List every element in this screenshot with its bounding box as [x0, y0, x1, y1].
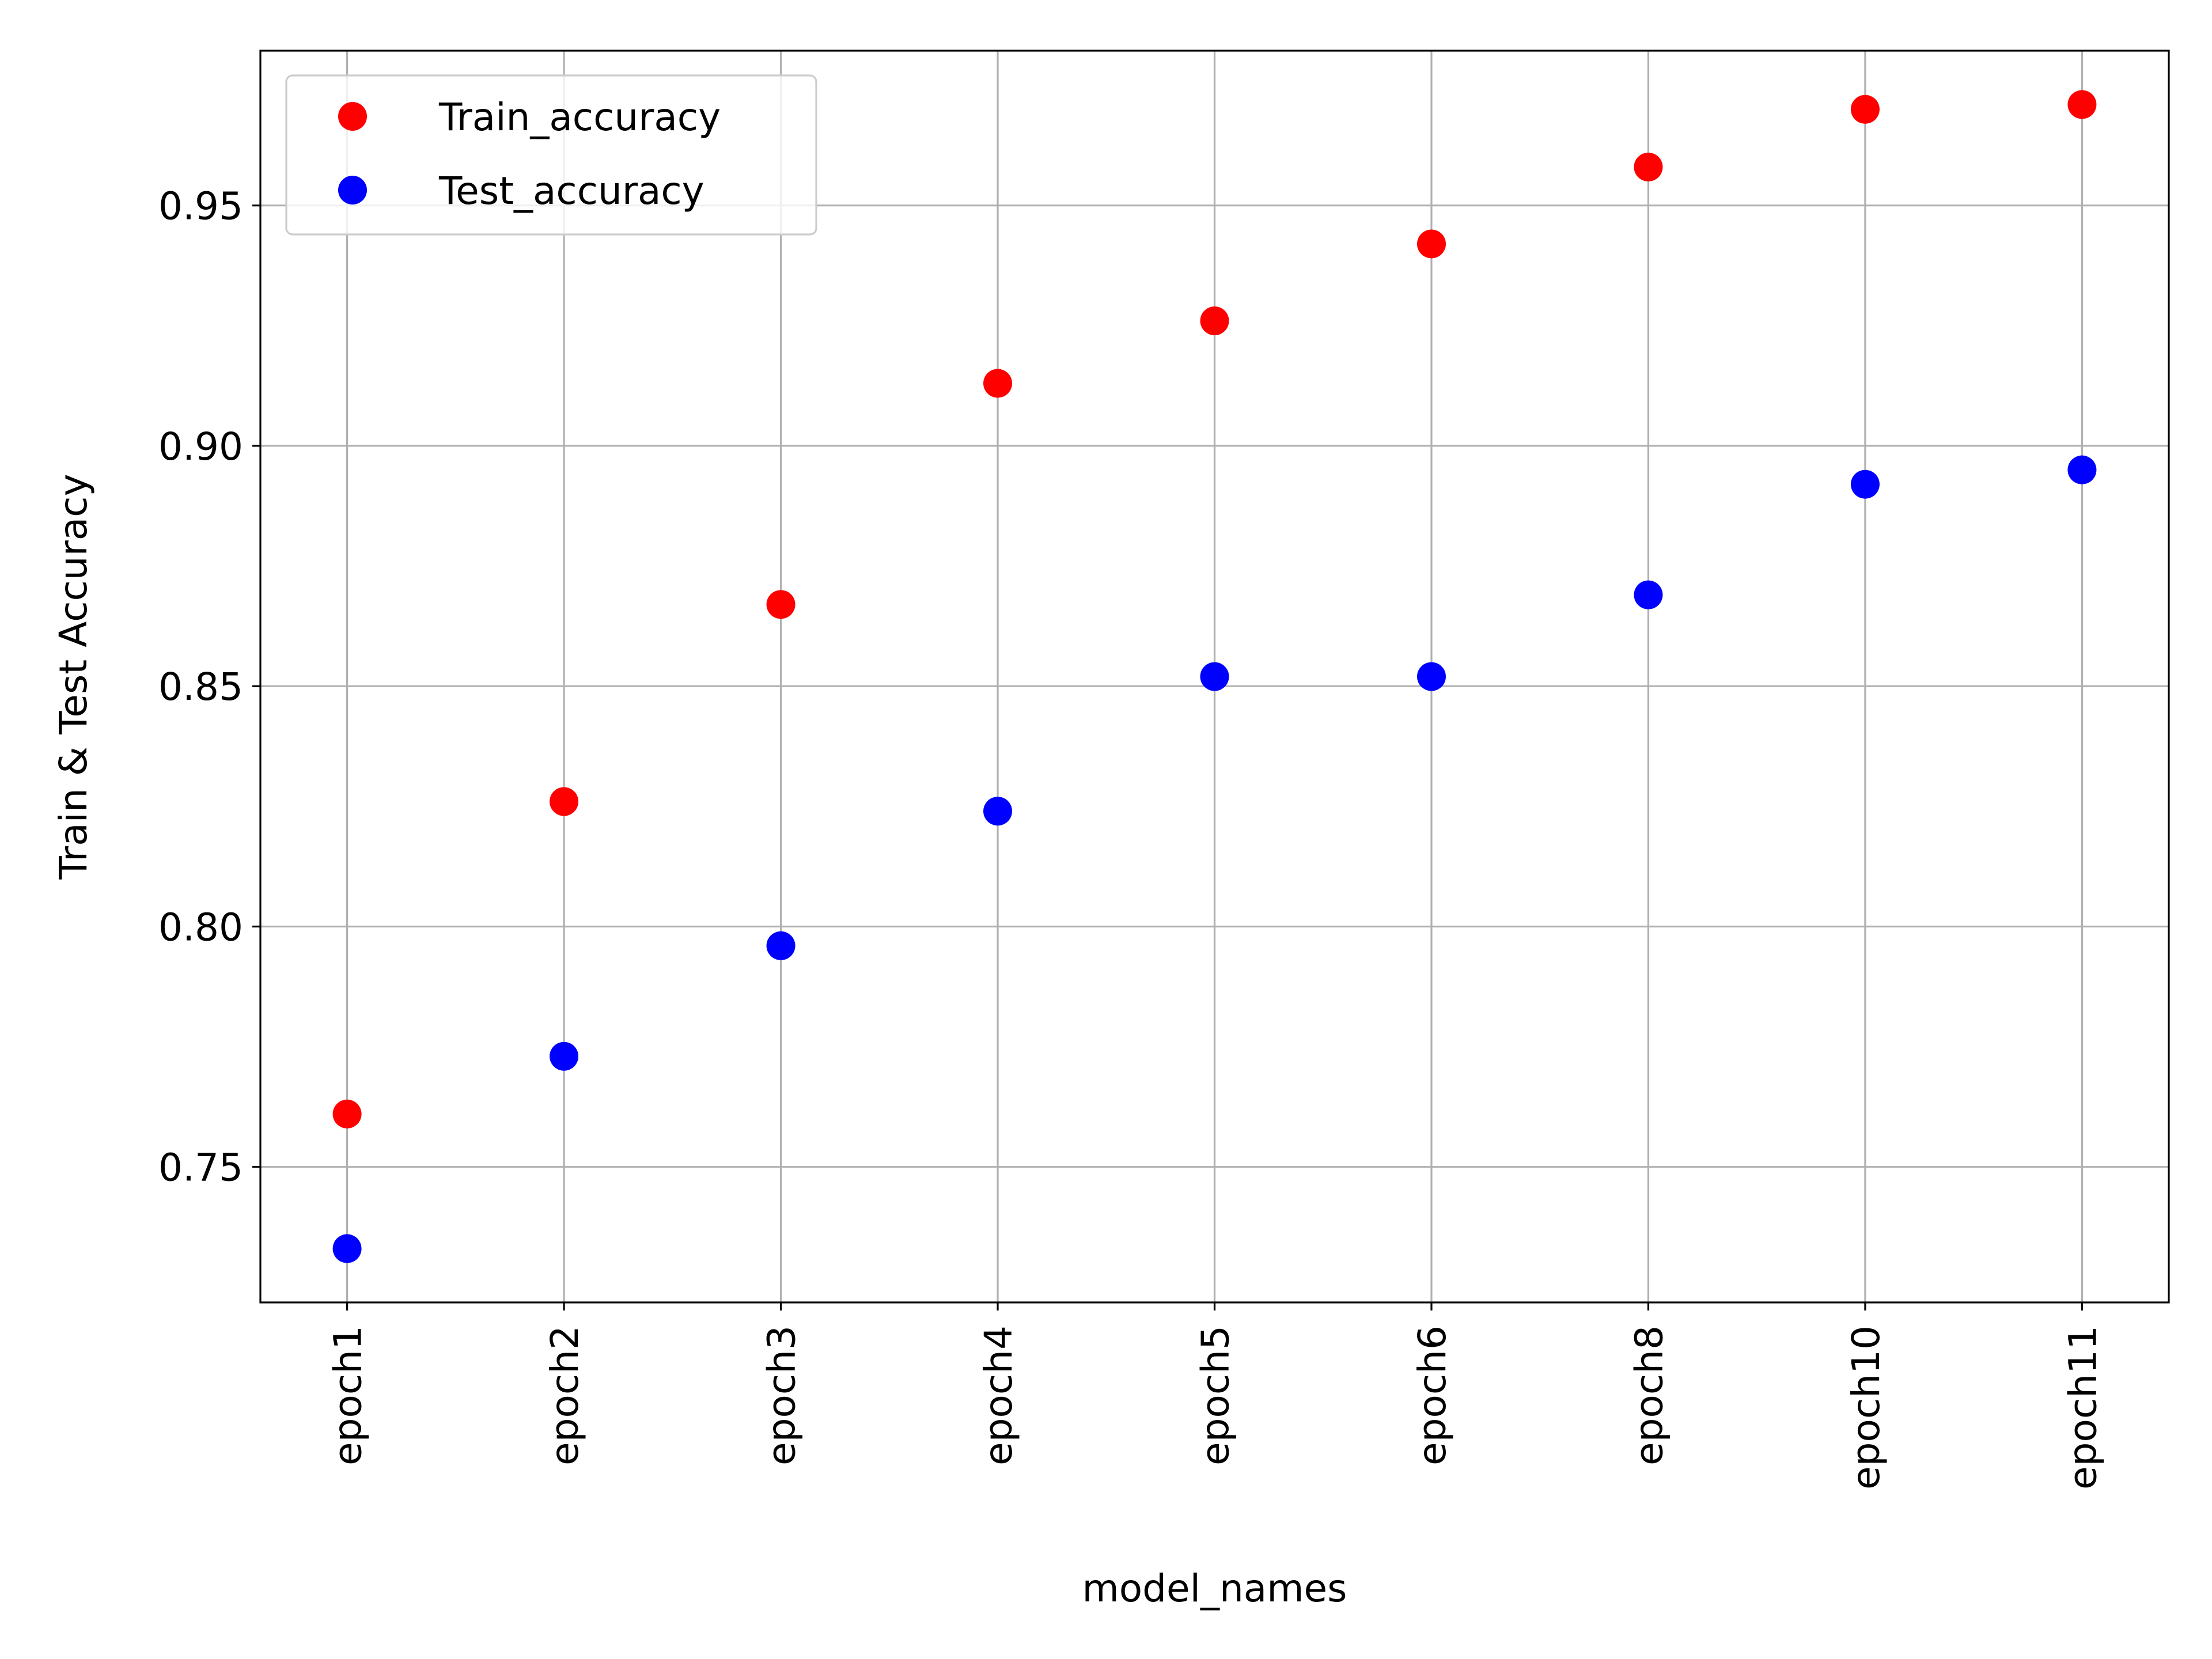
data-point-test-accuracy [332, 1234, 362, 1263]
legend-label: Test_accuracy [438, 169, 704, 213]
data-point-test-accuracy [766, 931, 796, 960]
legend-marker [338, 102, 367, 131]
data-point-train-accuracy [1416, 229, 1446, 259]
x-axis-label: model_names [1082, 1566, 1347, 1611]
x-tick-label: epoch2 [543, 1325, 587, 1465]
data-point-test-accuracy [1416, 662, 1446, 691]
x-tick-label: epoch1 [326, 1325, 370, 1465]
data-point-train-accuracy [1200, 306, 1229, 335]
grid-lines [260, 51, 2169, 1302]
data-point-test-accuracy [1634, 580, 1663, 609]
x-tick-label: epoch6 [1410, 1325, 1455, 1465]
data-point-test-accuracy [1850, 469, 1880, 499]
y-tick-label: 0.80 [158, 905, 243, 949]
y-tick-label: 0.90 [158, 425, 243, 469]
data-point-test-accuracy [550, 1041, 579, 1071]
data-point-test-accuracy [1200, 662, 1229, 691]
axis-ticks: epoch1 epoch2 epoch3 epoch4 epoch5 epoch6 epoc… [158, 184, 2105, 1490]
data-points [332, 90, 2097, 1263]
x-tick-label: epoch10 [1844, 1325, 1888, 1490]
y-tick-label: 0.95 [158, 184, 243, 229]
x-tick-label: epoch3 [760, 1325, 804, 1465]
data-point-train-accuracy [332, 1099, 362, 1128]
data-point-train-accuracy [550, 787, 579, 816]
data-point-test-accuracy [2067, 455, 2097, 484]
x-tick-label: epoch5 [1194, 1325, 1238, 1465]
y-axis-label: Train & Test Accuracy [51, 474, 96, 880]
x-tick-label: epoch8 [1627, 1325, 1671, 1465]
legend-box [285, 74, 817, 236]
plot-area-frame [259, 50, 2170, 1304]
x-tick-label: epoch4 [976, 1325, 1021, 1465]
data-point-train-accuracy [1850, 94, 1880, 124]
data-point-train-accuracy [1634, 152, 1663, 181]
data-point-train-accuracy [766, 590, 796, 619]
legend-marker [338, 176, 367, 204]
x-tick-label: epoch11 [2061, 1325, 2105, 1490]
data-point-train-accuracy [2067, 90, 2097, 119]
y-tick-label: 0.85 [158, 665, 243, 709]
data-point-train-accuracy [983, 369, 1013, 398]
data-point-test-accuracy [983, 797, 1013, 826]
legend: Train_accuracy Test_accuracy [285, 74, 817, 236]
y-tick-label: 0.75 [158, 1146, 243, 1190]
legend-label: Train_accuracy [438, 95, 721, 139]
